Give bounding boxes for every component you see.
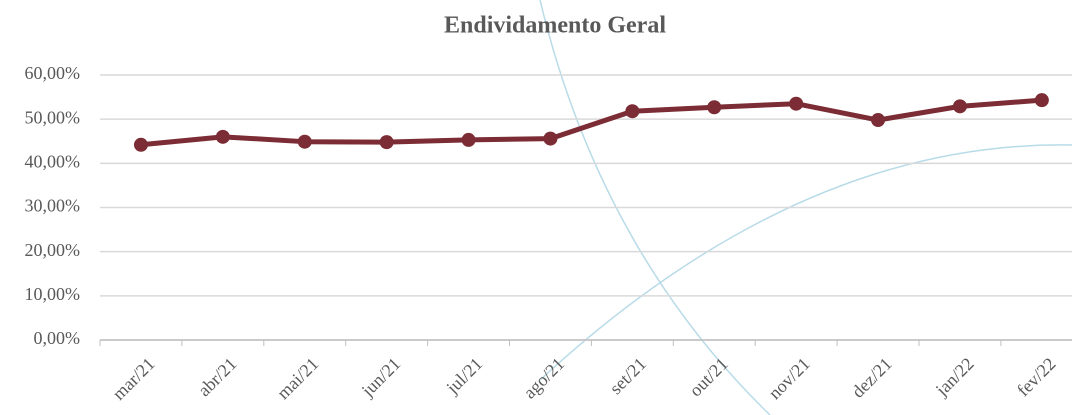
x-tick-label: ago/21 — [519, 354, 568, 403]
x-tick-label: mai/21 — [273, 354, 322, 403]
y-tick-label: 0,00% — [34, 328, 81, 348]
data-point — [297, 134, 312, 149]
data-point — [952, 99, 967, 114]
y-tick-label: 10,00% — [25, 284, 81, 304]
y-tick-label: 60,00% — [25, 63, 81, 83]
y-tick-label: 30,00% — [25, 196, 81, 216]
y-tick-label: 20,00% — [25, 240, 81, 260]
decor-curve — [539, 0, 771, 415]
x-tick-label: dez/21 — [848, 354, 896, 402]
data-point — [133, 137, 148, 152]
data-point — [543, 131, 558, 146]
decor-curve — [539, 144, 1072, 381]
data-point — [707, 100, 722, 115]
data-point — [379, 135, 394, 150]
data-point — [215, 129, 230, 144]
data-point — [625, 104, 640, 119]
data-line — [140, 97, 1043, 148]
data-point — [1034, 93, 1049, 108]
x-tick-label: jan/22 — [931, 354, 978, 401]
x-tick-label: nov/21 — [764, 354, 814, 404]
y-tick-label: 50,00% — [25, 107, 81, 127]
x-tick-label: mar/21 — [108, 354, 158, 404]
x-tick-label: jun/21 — [357, 354, 404, 401]
y-tick-label: 40,00% — [25, 151, 81, 171]
data-point — [461, 132, 476, 147]
x-tick-label: out/21 — [685, 354, 732, 401]
chart-title: Endividamento Geral — [444, 13, 666, 39]
data-point — [789, 96, 804, 111]
data-point — [871, 113, 886, 128]
x-tick-label: abr/21 — [194, 354, 241, 401]
x-tick-label: fev/22 — [1013, 354, 1060, 401]
x-tick-label: jul/21 — [442, 354, 487, 399]
x-tick-label: set/21 — [606, 354, 651, 399]
